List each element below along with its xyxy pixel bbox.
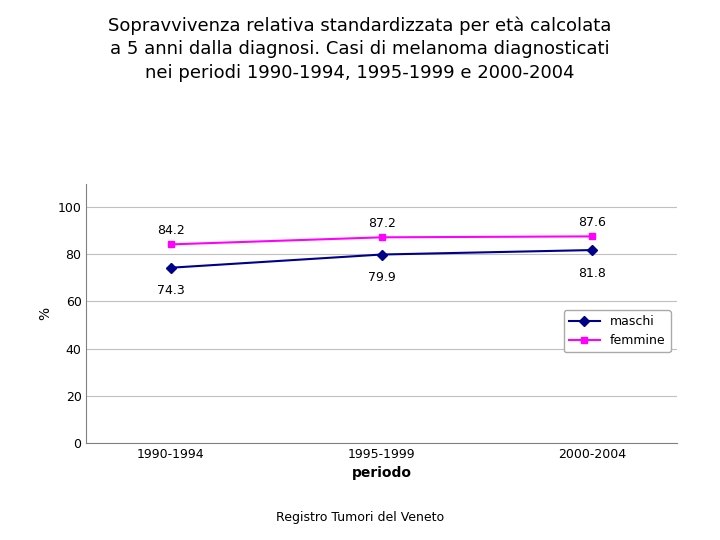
maschi [588, 247, 597, 253]
Text: 81.8: 81.8 [578, 267, 606, 280]
X-axis label: periodo: periodo [351, 466, 412, 480]
Line: femmine: femmine [167, 233, 596, 248]
Text: 87.6: 87.6 [578, 217, 606, 230]
Y-axis label: %: % [38, 307, 52, 320]
Text: 74.3: 74.3 [157, 285, 184, 298]
Text: 87.2: 87.2 [368, 218, 395, 231]
Text: Registro Tumori del Veneto: Registro Tumori del Veneto [276, 511, 444, 524]
Line: maschi: maschi [167, 247, 596, 271]
maschi [377, 251, 386, 258]
Text: 84.2: 84.2 [157, 225, 184, 238]
Text: Sopravvivenza relativa standardizzata per età calcolata
a 5 anni dalla diagnosi.: Sopravvivenza relativa standardizzata pe… [108, 16, 612, 82]
maschi [166, 265, 175, 271]
Legend: maschi, femmine: maschi, femmine [564, 310, 670, 353]
femmine [166, 241, 175, 248]
Text: 79.9: 79.9 [368, 271, 395, 284]
femmine [588, 233, 597, 240]
femmine [377, 234, 386, 240]
